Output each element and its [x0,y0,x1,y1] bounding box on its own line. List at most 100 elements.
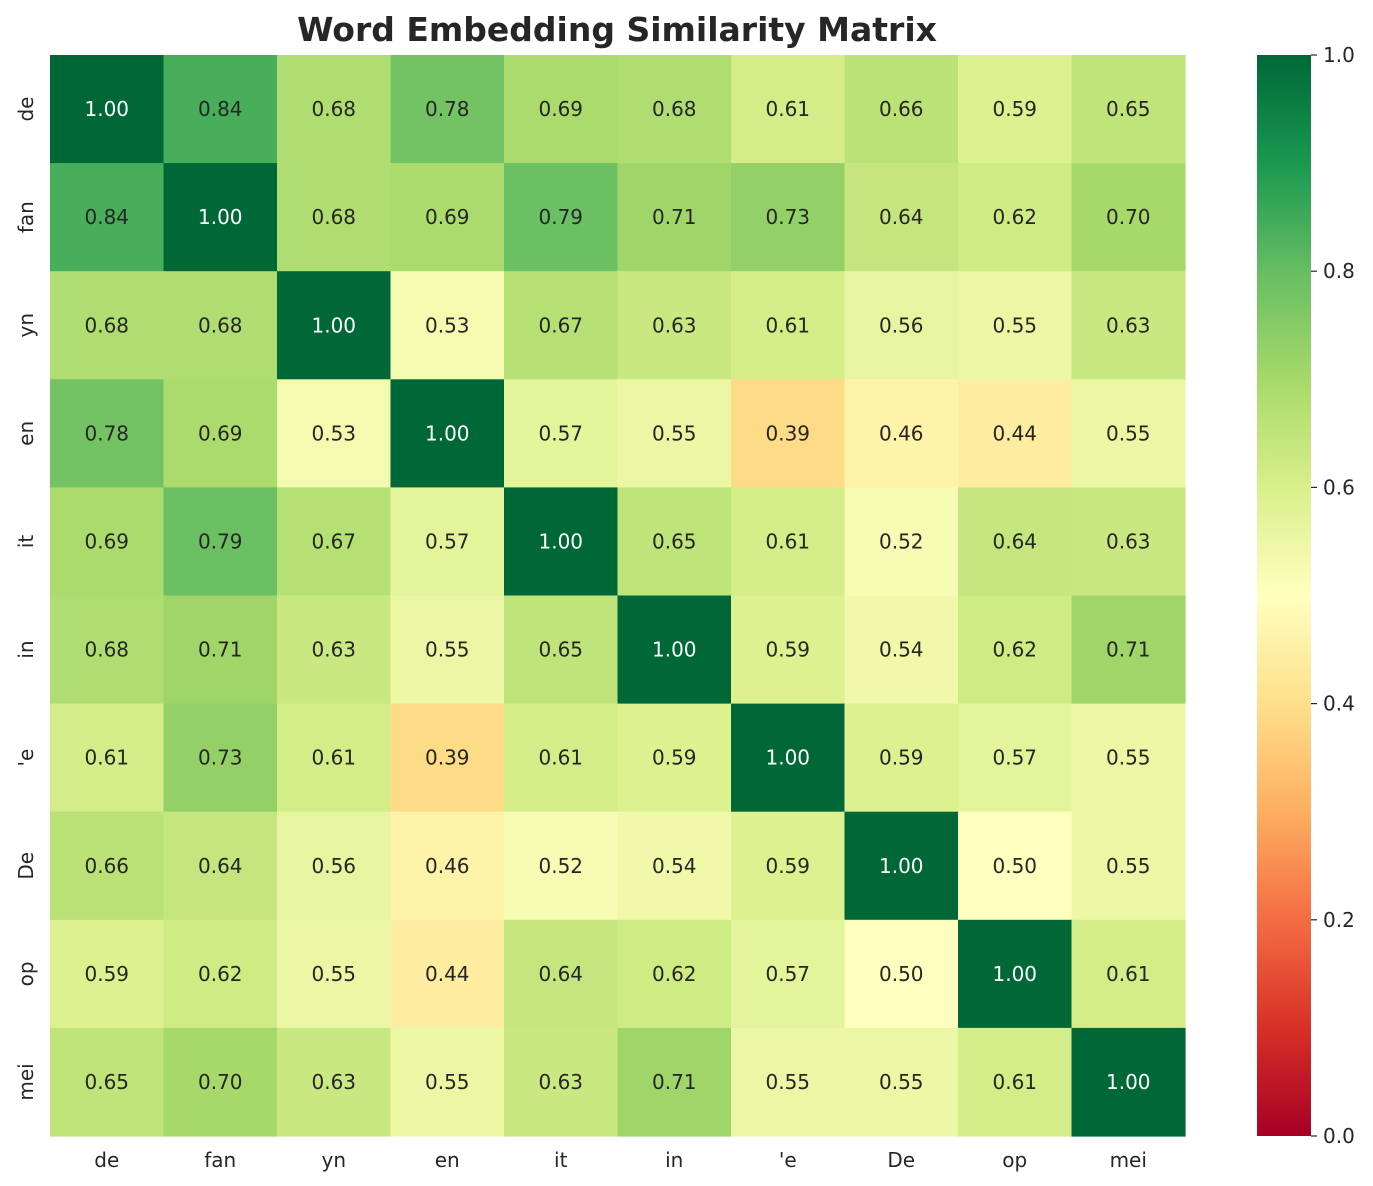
cell-value-label: 0.56 [879,313,924,337]
cell-value-label: 0.68 [84,638,129,662]
heatmap-cell [731,811,846,921]
heatmap-cell [277,595,392,705]
x-tick-label: in [665,1148,683,1172]
heatmap-cell [390,55,505,164]
cell-value-label: 0.55 [311,962,356,986]
cell-value-label: 0.59 [879,746,924,770]
cell-value-label: 0.50 [879,962,924,986]
cell-value-label: 0.55 [765,1070,810,1094]
cell-value-label: 0.67 [311,529,356,553]
cell-value-label: 0.71 [652,205,697,229]
cell-value-label: 0.59 [765,638,810,662]
cell-value-label: 0.64 [992,529,1037,553]
cell-value-label: 0.57 [765,962,810,986]
cell-value-label: 0.71 [198,638,243,662]
heatmap-cell [390,811,505,921]
cell-value-label: 0.68 [652,97,697,121]
heatmap-cell [731,271,846,380]
x-tick-label: op [1002,1148,1027,1172]
heatmap-cell [277,379,392,488]
heatmap-cell [958,1027,1073,1137]
heatmap-cell [504,595,619,705]
heatmap-cell [1071,379,1186,488]
heatmap-cell [617,1027,732,1137]
cell-value-label: 0.61 [1106,962,1151,986]
heatmap-cell [731,163,846,272]
cell-value-label: 0.55 [425,638,470,662]
x-tick-label: 'e [779,1148,797,1172]
cell-value-label: 0.68 [311,97,356,121]
cell-value-label: 0.65 [84,1070,129,1094]
cell-value-label: 0.55 [425,1070,470,1094]
heatmap-cell [844,595,959,705]
colorbar [1257,55,1311,1136]
cell-value-label: 1.00 [1106,1070,1151,1094]
y-tick-label: mei [14,1063,38,1100]
heatmap-cell [277,487,392,597]
y-tick-label: in [14,640,38,658]
cell-value-label: 0.69 [84,529,129,553]
cell-value-label: 0.65 [538,638,583,662]
cell-value-label: 0.61 [84,746,129,770]
cell-value-label: 0.57 [992,746,1037,770]
cell-value-label: 0.63 [311,1070,356,1094]
cell-value-label: 0.78 [425,97,470,121]
cell-value-label: 0.46 [879,421,924,445]
cell-value-label: 1.00 [84,97,129,121]
cell-value-label: 0.84 [84,205,129,229]
heatmap-cell [50,55,165,164]
y-tick-label: en [14,421,38,446]
cell-value-label: 0.68 [84,313,129,337]
heatmap-cell [731,919,846,1029]
heatmap-cell [731,1027,846,1137]
cell-value-label: 0.64 [538,962,583,986]
heatmap-cell [50,379,165,488]
heatmap-cell [958,379,1073,488]
heatmap-cell [1071,811,1186,921]
cell-value-label: 0.68 [198,313,243,337]
heatmap-cell [731,379,846,488]
cell-value-label: 0.78 [84,421,129,445]
colorbar-tick-label: 0.4 [1323,692,1355,716]
heatmap-cell [390,919,505,1029]
heatmap-cell [731,703,846,813]
heatmap-cell [1071,595,1186,705]
heatmap-cell [277,271,392,380]
cell-value-label: 0.61 [538,746,583,770]
cell-value-label: 0.55 [1106,746,1151,770]
x-tick-label: de [94,1148,119,1172]
heatmap-cell [844,271,959,380]
heatmap-cell [504,487,619,597]
heatmap-cell [277,55,392,164]
cell-value-label: 0.55 [652,421,697,445]
heatmap-cell [390,487,505,597]
y-tick-label: op [14,961,38,986]
cell-value-label: 0.54 [652,854,697,878]
cell-value-label: 0.62 [652,962,697,986]
cell-value-label: 0.61 [311,746,356,770]
heatmap-cell [958,487,1073,597]
heatmap-cell [504,379,619,488]
heatmap-cell [1071,163,1186,272]
heatmap-cell [958,919,1073,1029]
cell-value-label: 1.00 [311,313,356,337]
cell-value-label: 0.69 [538,97,583,121]
cell-value-label: 0.59 [992,97,1037,121]
cell-value-label: 0.64 [879,205,924,229]
heatmap-cell [277,163,392,272]
cell-value-label: 0.84 [198,97,243,121]
colorbar-tick-label: 0.8 [1323,259,1355,283]
cell-value-label: 0.79 [198,529,243,553]
cell-value-label: 0.61 [765,529,810,553]
cell-value-label: 0.52 [879,529,924,553]
cell-value-label: 0.69 [425,205,470,229]
cell-value-label: 0.61 [992,1070,1037,1094]
cell-value-label: 0.56 [311,854,356,878]
cell-value-label: 0.70 [1106,205,1151,229]
cell-value-label: 0.61 [765,313,810,337]
y-tick-label: De [14,852,38,880]
x-tick-label: en [435,1148,460,1172]
cell-value-label: 0.73 [765,205,810,229]
heatmap-cell [844,379,959,488]
